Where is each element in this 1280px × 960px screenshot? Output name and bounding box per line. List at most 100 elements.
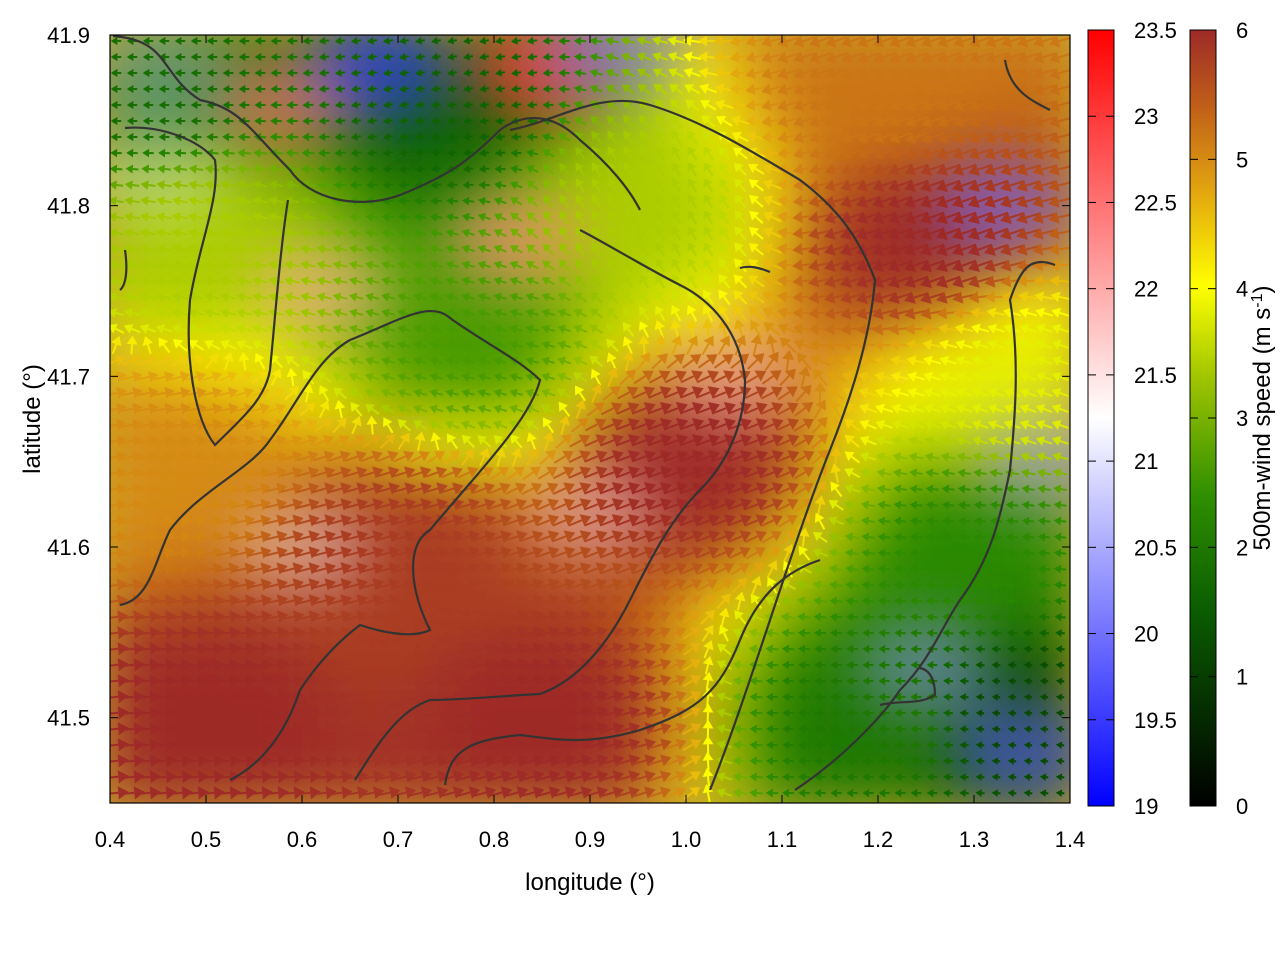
wind-arrow-shaft [389,119,394,122]
wind-arrow-head [126,68,134,78]
wind-arrow-shaft [865,148,880,155]
wind-arrow-head [212,546,224,559]
wind-arrow-shaft [304,392,310,403]
wind-arrow-head [126,132,134,142]
wind-arrow-shaft [551,647,567,654]
wind-arrow-shaft [131,232,141,236]
wind-arrow-head [452,578,464,591]
wind-arrow-shaft [375,551,391,558]
wind-arrow-head [531,514,544,527]
wind-arrow-shaft [211,232,221,236]
wind-arrow-shaft [311,647,327,653]
wind-arrow-head [705,594,717,606]
wind-arrow-shaft [754,231,764,240]
wind-arrow-shaft [359,711,375,717]
wind-arrow-head [132,562,144,575]
wind-arrow-shaft [452,280,459,284]
wind-arrow-shaft [307,248,316,252]
wind-arrow-shaft [215,775,231,780]
wind-arrow-shaft [535,711,551,718]
wind-arrow-head [365,244,374,254]
wind-arrow-shaft [913,179,929,187]
wind-arrow-shaft [803,568,812,574]
wind-arrow-shaft [110,487,118,492]
wind-arrow-shaft [564,360,572,365]
wind-arrow-head [894,724,902,734]
wind-arrow-head [277,642,289,656]
wind-arrow-head [846,660,854,670]
wind-arrow-head [244,578,256,591]
wind-arrow-shaft [373,71,378,74]
wind-arrow-shaft [727,471,743,479]
wind-arrow-head [924,452,934,462]
wind-arrow-head [516,578,528,591]
wind-arrow-head [116,514,127,527]
wind-arrow-shaft [471,663,487,670]
wind-arrow-head [925,564,934,574]
wind-arrow-shaft [391,599,407,606]
wind-arrow-shaft [595,216,601,225]
wind-arrow-shaft [553,455,566,464]
wind-arrow-head [723,370,735,382]
wind-arrow-head [671,289,681,300]
wind-arrow-head [356,482,368,495]
wind-arrow-head [636,36,646,46]
wind-arrow-head [702,784,714,794]
wind-arrow-head [671,225,681,236]
wind-arrow-shaft [327,567,343,574]
wind-arrow-shaft [163,264,173,268]
wind-arrow-shaft [866,132,880,139]
wind-arrow-shaft [680,391,695,399]
wind-arrow-shaft [515,216,523,223]
wind-arrow-shaft [900,520,907,523]
wind-arrow-head [782,708,790,718]
wind-arrow-head [420,658,433,671]
wind-arrow-shaft [151,759,167,764]
wind-arrow-head [525,261,535,270]
wind-arrow-shaft [279,567,295,573]
wind-arrow-shaft [391,487,407,494]
wind-arrow-head [495,84,503,93]
wind-arrow-head [340,626,353,639]
wind-arrow-head [464,448,475,460]
wind-arrow-shaft [420,392,427,396]
wind-arrow-head [415,36,423,45]
wind-arrow-shaft [500,248,507,253]
wind-arrow-shaft [391,583,407,590]
wind-arrow-head [493,197,503,206]
wind-arrow-shaft [391,727,407,733]
wind-arrow-head [110,132,118,142]
wind-arrow-shaft [391,647,407,654]
wind-arrow-shaft [914,36,928,43]
wind-arrow-head [589,36,598,46]
wind-arrow-shaft [421,103,425,106]
wind-arrow-shaft [346,439,358,448]
wind-arrow-head [190,68,198,78]
wind-arrow-head [787,466,800,479]
wind-arrow-head [675,417,688,431]
wind-arrow-head [452,626,465,639]
wind-arrow-head [229,658,241,672]
wind-arrow-shaft [643,152,650,161]
wind-arrow-head [276,594,289,607]
wind-arrow-shaft [120,519,134,524]
wind-arrow-head [777,67,789,80]
wind-arrow-head [447,148,455,157]
wind-arrow-shaft [169,375,182,381]
wind-arrow-shaft [452,264,459,268]
wind-arrow-head [825,115,837,128]
wind-arrow-head [301,132,310,142]
wind-arrow-shaft [135,743,151,748]
wind-arrow-shaft [243,280,253,284]
wind-arrow-head [777,290,788,303]
wind-arrow-shaft [516,280,523,285]
wind-arrow-head [466,466,479,478]
wind-arrow-head [526,52,534,61]
wind-arrow-head [877,548,886,558]
wind-arrow-head [856,163,869,176]
wind-arrow-shaft [250,391,262,398]
wind-arrow-head [643,418,656,431]
wind-arrow-head [841,147,853,160]
wind-arrow-head [548,626,561,639]
wind-arrow-head [923,371,934,382]
